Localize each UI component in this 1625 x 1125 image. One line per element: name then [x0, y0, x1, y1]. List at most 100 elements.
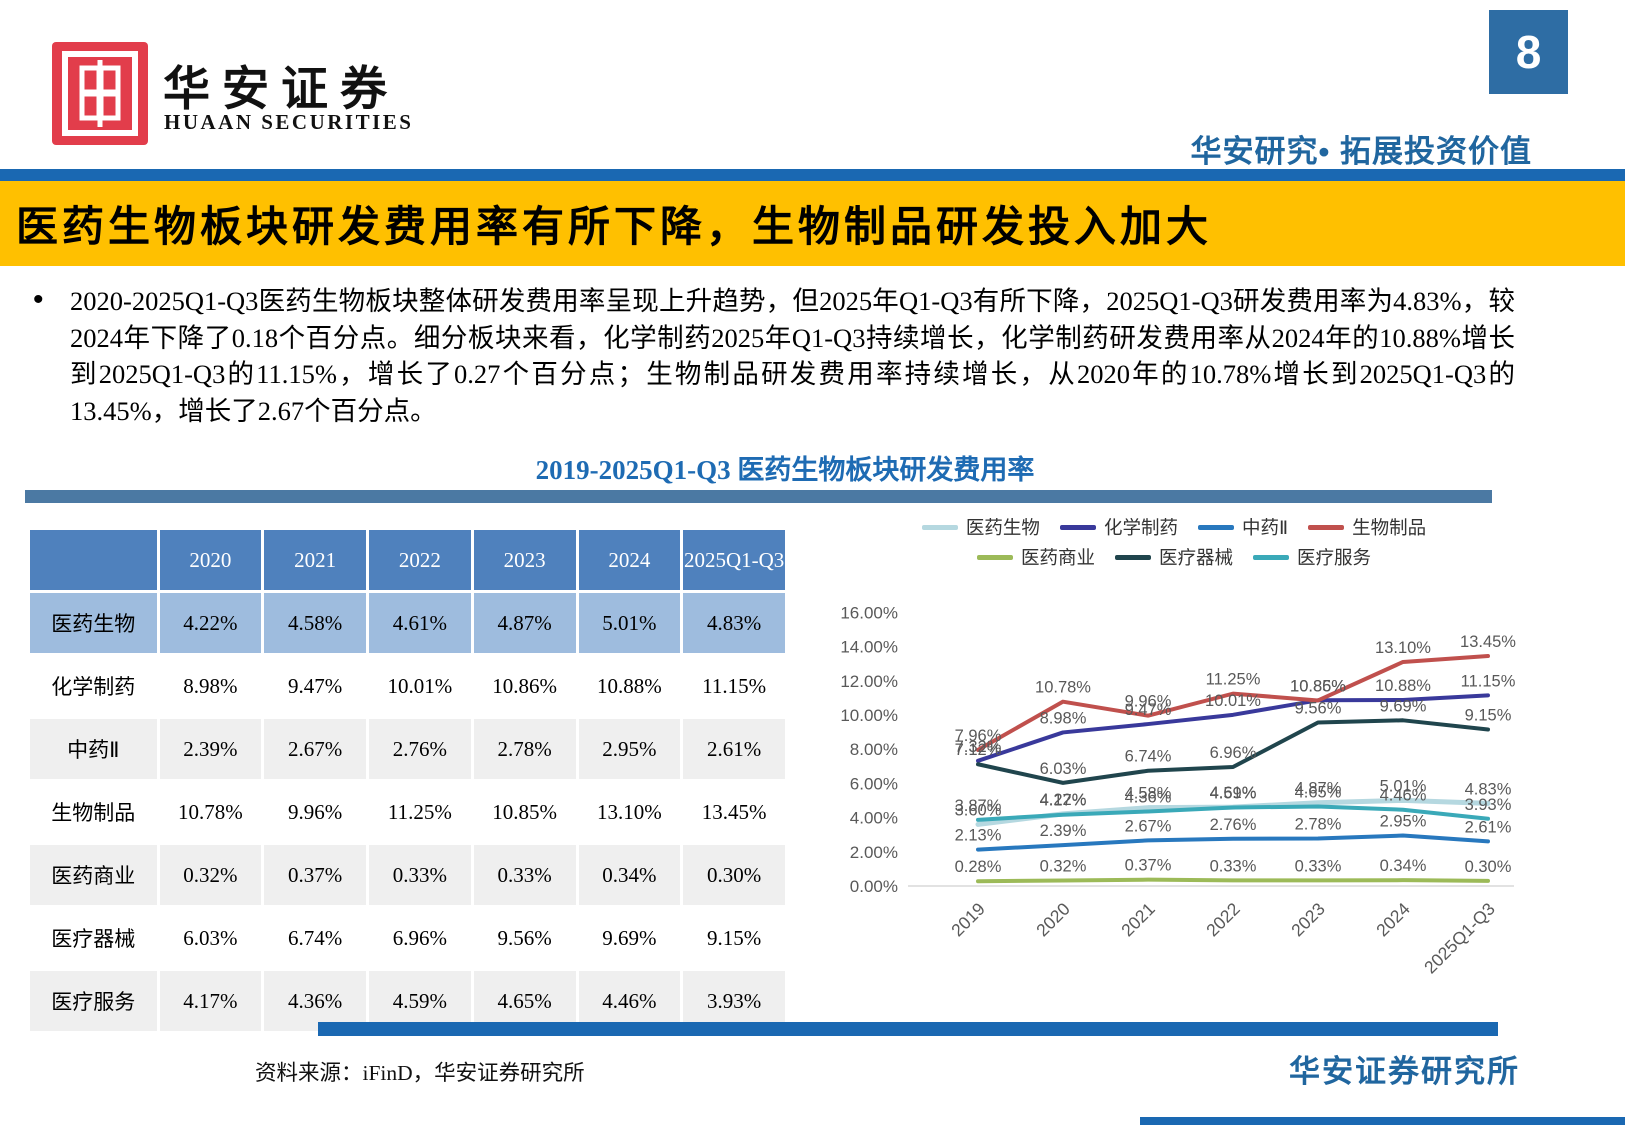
rd-expense-table: 2020 2021 2022 2023 2024 2025Q1-Q3 医药生物 4.22% 4.… [30, 530, 788, 1034]
y-axis-label: 2.00% [850, 843, 898, 862]
table-cell: 10.01% [367, 654, 474, 719]
data-label: 10.01% [1205, 692, 1261, 710]
data-label: 3.60% [955, 801, 1002, 819]
table-col-header: 2021 [262, 530, 369, 593]
x-axis-label: 2021 [1117, 899, 1159, 941]
table-cell: 2.95% [577, 717, 684, 782]
y-axis-label: 14.00% [840, 638, 898, 657]
chart-legend: 医药生物 化学制药 中药Ⅱ 生物制品医药商业 医疗器械 医疗服务 [828, 514, 1520, 570]
x-axis-label: 2024 [1372, 899, 1414, 941]
data-label: 4.65% [1295, 783, 1342, 801]
y-axis-label: 16.00% [840, 603, 898, 622]
data-label: 0.34% [1380, 857, 1427, 875]
data-label: 4.46% [1380, 787, 1427, 805]
data-label: 6.74% [1125, 748, 1172, 766]
table-cell: 9.56% [472, 906, 579, 971]
y-axis-label: 6.00% [850, 774, 898, 793]
data-label: 2.95% [1380, 813, 1427, 831]
data-label: 4.83% [1465, 780, 1512, 798]
table-cell: 10.78% [158, 780, 265, 845]
data-label: 3.93% [1465, 796, 1512, 814]
table-row: 医药商业 0.32% 0.37% 0.33% 0.33% 0.34% 0.30% [30, 843, 788, 908]
data-label: 7.12% [955, 741, 1002, 759]
data-label: 13.10% [1375, 639, 1431, 657]
data-label: 2.13% [955, 827, 1002, 845]
legend-label: 生物制品 [1352, 519, 1427, 539]
bullet-marker: • [33, 283, 44, 316]
table-col-header: 2025Q1-Q3 [681, 530, 788, 593]
data-label: 10.86% [1290, 677, 1346, 695]
series-line-4 [976, 877, 1490, 884]
legend-item: 医药生物 [921, 514, 1040, 540]
x-axis-label: 2020 [1032, 899, 1074, 941]
table-col-header: 2020 [158, 530, 265, 593]
data-label: 2.61% [1465, 818, 1512, 836]
data-label: 9.96% [1125, 693, 1172, 711]
y-axis-label: 8.00% [850, 740, 898, 759]
legend-label: 医药商业 [1020, 549, 1095, 569]
table-row-label: 生物制品 [30, 780, 160, 845]
table-col-header: 2024 [577, 530, 684, 593]
section-divider-bar [25, 490, 1492, 503]
data-label: 10.88% [1375, 677, 1431, 695]
table-cell: 0.32% [158, 843, 265, 908]
data-label: 4.22% [1040, 791, 1087, 809]
legend-row: 医药生物 化学制药 中药Ⅱ 生物制品 [921, 514, 1426, 540]
chart-title-row: 2019-2025Q1-Q3 医药生物板块研发费用率 [80, 448, 1490, 487]
huaan-logo [52, 42, 148, 145]
data-label: 4.87% [1295, 780, 1342, 798]
legend-swatch-icon [1059, 524, 1096, 530]
table-cell: 6.74% [262, 906, 369, 971]
data-label: 3.87% [955, 797, 1002, 815]
data-label: 9.15% [1465, 707, 1512, 725]
table-cell: 2.76% [367, 717, 474, 782]
x-axis-label: 2025Q1-Q3 [1420, 899, 1499, 978]
data-label: 2.67% [1125, 817, 1172, 835]
table-cell: 0.30% [681, 843, 788, 908]
data-label: 2.78% [1295, 815, 1342, 833]
table-cell: 6.03% [158, 906, 265, 971]
table-row-label: 化学制药 [30, 654, 160, 719]
legend-item: 医疗器械 [1114, 544, 1233, 570]
table-row-label: 医药生物 [30, 591, 160, 656]
data-label: 0.33% [1295, 857, 1342, 875]
table-col-header: 2022 [367, 530, 474, 593]
legend-item: 化学制药 [1059, 514, 1178, 540]
table-row-label: 医药商业 [30, 843, 160, 908]
data-label: 10.85% [1290, 677, 1346, 695]
page-number: 8 [1515, 26, 1542, 78]
legend-item: 医疗服务 [1253, 544, 1371, 570]
data-label: 8.98% [1040, 709, 1087, 727]
table-cell: 9.47% [262, 654, 369, 719]
y-axis-label: 0.00% [850, 877, 898, 896]
table-col-header: 2023 [472, 530, 579, 593]
table-cell: 8.98% [158, 654, 265, 719]
legend-label: 中药Ⅱ [1241, 519, 1289, 539]
table-row: 医药生物 4.22% 4.58% 4.61% 4.87% 5.01% 4.83% [30, 591, 788, 656]
brand-name-cn: 华安证券 [163, 64, 399, 116]
data-label: 9.69% [1380, 697, 1427, 715]
table-cell: 13.10% [577, 780, 684, 845]
table-row-label: 医疗服务 [30, 969, 160, 1034]
legend-item: 中药Ⅱ [1197, 514, 1289, 540]
data-label: 13.45% [1460, 633, 1516, 651]
legend-item: 生物制品 [1308, 514, 1426, 540]
legend-swatch-icon [976, 554, 1013, 560]
table-row: 医疗服务 4.17% 4.36% 4.59% 4.65% 4.46% 3.93% [30, 969, 788, 1034]
data-label: 7.96% [955, 727, 1002, 745]
data-label: 6.96% [1210, 744, 1257, 762]
legend-swatch-icon [1114, 554, 1151, 560]
x-axis-label: 2022 [1202, 899, 1244, 941]
brand-name-en: HUAAN SECURITIES [164, 110, 414, 134]
table-cell: 4.87% [472, 591, 579, 656]
data-label: 6.03% [1040, 760, 1087, 778]
data-source-note: 资料来源：iFinD，华安证券研究所 [255, 1061, 585, 1085]
table-header-row: 2020 2021 2022 2023 2024 2025Q1-Q3 [30, 530, 788, 593]
y-axis-label: 12.00% [840, 672, 898, 691]
bottom-edge-bar [1140, 1117, 1625, 1125]
legend-label: 医疗器械 [1158, 549, 1233, 569]
table-row: 中药Ⅱ 2.39% 2.67% 2.76% 2.78% 2.95% 2.61% [30, 717, 788, 782]
legend-swatch-icon [921, 524, 958, 530]
research-org-label: 华安证券研究所 [1289, 1054, 1520, 1089]
data-label: 0.30% [1465, 858, 1512, 876]
